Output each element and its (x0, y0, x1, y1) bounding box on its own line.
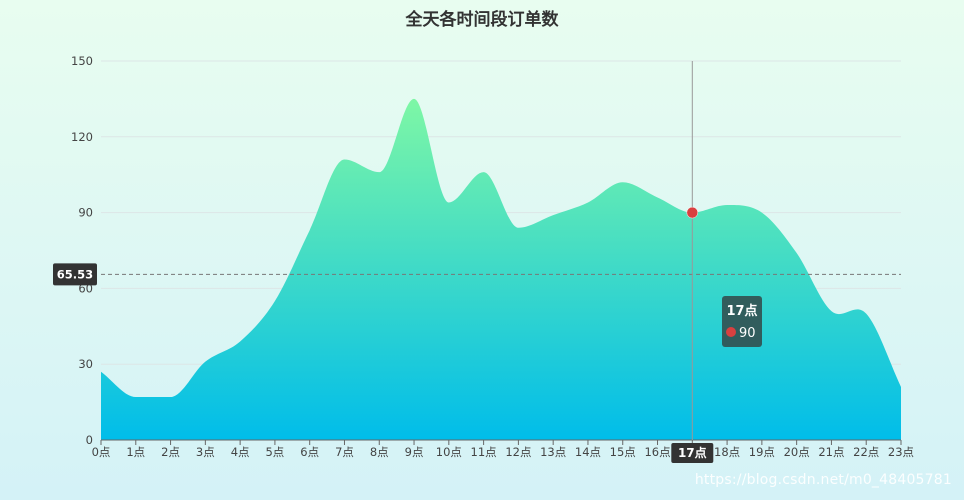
x-tick-label: 21点 (818, 445, 844, 459)
svg-text:65.53: 65.53 (57, 267, 93, 281)
y-tick-label: 0 (86, 433, 93, 447)
x-tick-label: 0点 (92, 445, 111, 459)
tooltip-series-marker (726, 327, 736, 337)
x-tick-label: 8点 (370, 445, 389, 459)
x-tick-label: 14点 (575, 445, 601, 459)
x-tick-label: 3点 (196, 445, 215, 459)
tooltip: 17点 90 (722, 296, 762, 347)
x-tick-label: 6点 (300, 445, 319, 459)
x-tick-label: 11点 (471, 445, 497, 459)
x-axis: 0点 1点 2点 3点 4点 5点 6点 7点 8点 9点 10点 11点 12点 13点 14点 15点 16… (92, 439, 914, 459)
x-tick-label: 7点 (335, 445, 354, 459)
svg-text:17点: 17点 (678, 445, 707, 460)
x-tick-label: 19点 (749, 445, 775, 459)
area-series[interactable] (101, 98, 901, 441)
x-tick-label: 4点 (231, 445, 250, 459)
y-tick-label: 90 (78, 206, 93, 220)
x-tick-label: 16点 (644, 445, 670, 459)
x-tick-label: 13点 (540, 445, 566, 459)
x-tick-label: 18点 (714, 445, 740, 459)
x-tick-label: 20点 (784, 445, 810, 459)
average-line-label: 65.53 (53, 263, 97, 286)
x-tick-label: 5点 (265, 445, 284, 459)
y-tick-label: 30 (78, 357, 93, 371)
x-tick-label: 9点 (405, 445, 424, 459)
highlight-point[interactable] (686, 206, 699, 219)
tooltip-value: 90 (739, 326, 756, 341)
x-tick-label: 15点 (610, 445, 636, 459)
x-tick-label: 10点 (436, 445, 462, 459)
axis-pointer-label: 17点 (671, 443, 714, 463)
x-tick-label: 1点 (126, 445, 145, 459)
chart-title: 全天各时间段订单数 (405, 10, 559, 30)
y-tick-label: 150 (71, 54, 93, 68)
tooltip-category: 17点 (726, 303, 757, 319)
watermark: https://blog.csdn.net/m0_48405781 (694, 472, 952, 488)
x-tick-label: 22点 (853, 445, 879, 459)
x-tick-label: 23点 (888, 445, 914, 459)
x-tick-label: 2点 (161, 445, 180, 459)
y-tick-label: 120 (71, 130, 93, 144)
x-tick-label: 12点 (505, 445, 531, 459)
